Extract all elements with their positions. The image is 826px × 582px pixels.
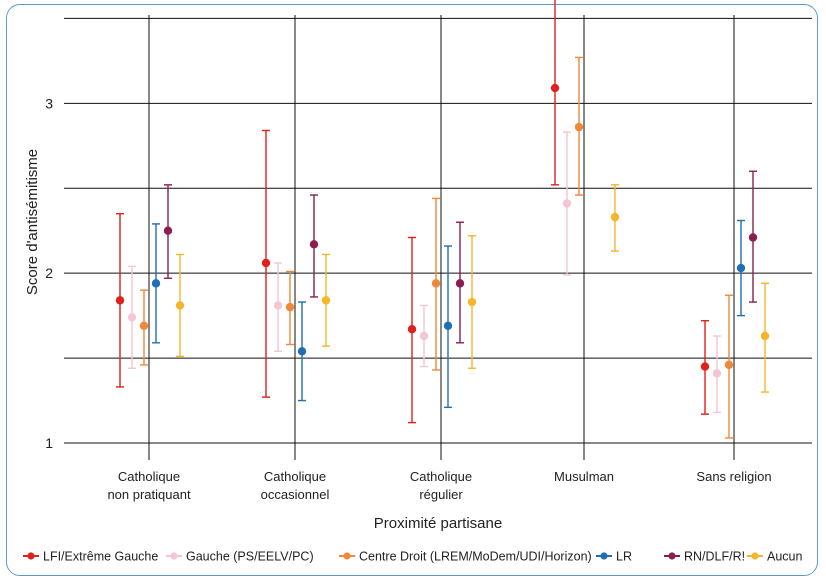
data-point [562, 199, 572, 208]
data-point [151, 279, 161, 288]
legend-item: Aucun [747, 550, 802, 564]
data-point-group [610, 184, 620, 252]
data-point [407, 325, 417, 334]
legend-item: RN/DLF/R! [664, 550, 745, 564]
x-axis-title: Proximité partisane [374, 515, 502, 532]
x-tick-label: Catholique [410, 469, 472, 484]
x-tick-label: Catholique [118, 469, 180, 484]
y-axis-title: Score d'antisémitisme [24, 149, 41, 295]
data-point [443, 321, 453, 331]
data-point [285, 302, 295, 312]
data-point-group [455, 221, 465, 344]
data-point-group [712, 335, 722, 414]
data-point-group [407, 236, 417, 424]
data-point-group [127, 265, 137, 369]
data-point-group [431, 197, 441, 371]
legend-label: LR [616, 550, 632, 564]
data-point-group [736, 219, 746, 317]
y-tick-label: 3 [45, 95, 53, 111]
data-point-group [273, 262, 283, 352]
data-point [748, 233, 758, 242]
data-point [115, 296, 125, 305]
data-point-group [760, 282, 770, 393]
data-point [175, 301, 185, 310]
data-point-group [151, 223, 161, 344]
x-tick-label: Catholique [264, 469, 326, 484]
legend-label: LFI/Extrême Gauche [43, 550, 158, 564]
data-point-group [700, 320, 710, 415]
data-point [261, 258, 271, 268]
data-point-group [175, 253, 185, 358]
data-point-group [261, 129, 271, 398]
legend-marker [170, 552, 178, 560]
x-tick-label: Sans religion [696, 469, 771, 484]
legend-marker [343, 552, 351, 560]
y-tick-label: 2 [45, 265, 53, 281]
data-point [760, 331, 770, 341]
legend-item: Gauche (PS/EELV/PC) [166, 550, 314, 564]
legend-item: LFI/Extrême Gauche [23, 550, 158, 564]
legend-marker [668, 552, 676, 560]
data-point [574, 122, 584, 132]
data-point-group [297, 301, 307, 402]
data-point [321, 296, 331, 305]
data-point-group [163, 184, 173, 279]
data-point [455, 279, 465, 288]
data-point-group [724, 294, 734, 439]
data-point [297, 347, 307, 356]
legend-marker [600, 552, 608, 560]
data-point-group [550, 0, 560, 186]
data-point-group [574, 56, 584, 196]
data-point [724, 360, 734, 370]
data-point [431, 279, 441, 288]
data-point-group [115, 213, 125, 388]
data-point [736, 263, 746, 273]
data-point [712, 369, 722, 378]
data-point [467, 297, 477, 307]
data-point [419, 331, 429, 341]
data-point [273, 301, 283, 310]
legend-marker [751, 552, 759, 560]
y-tick-label: 1 [45, 435, 53, 451]
data-point [309, 240, 319, 249]
data-point-group [467, 235, 477, 369]
x-tick-label: occasionnel [261, 487, 330, 502]
marks-layer [115, 0, 770, 439]
data-point-group [419, 304, 429, 368]
data-point-group [443, 245, 453, 409]
x-tick-label: Musulman [554, 469, 614, 484]
data-point-group [285, 270, 295, 346]
data-point-group [139, 289, 149, 366]
legend-label: Gauche (PS/EELV/PC) [186, 550, 314, 564]
data-point-group [748, 170, 758, 303]
data-point-group [321, 253, 331, 347]
grid-layer [64, 15, 812, 460]
legend-item: Centre Droit (LREM/MoDem/UDI/Horizon) [339, 550, 592, 564]
data-point-group [309, 194, 319, 298]
x-tick-label: non pratiquant [107, 487, 191, 502]
legend: LFI/Extrême Gauche Gauche (PS/EELV/PC) Cen… [23, 550, 802, 564]
legend-label: Aucun [767, 550, 802, 564]
data-point [127, 313, 137, 322]
legend-marker [27, 552, 35, 560]
legend-label: RN/DLF/R! [684, 550, 745, 564]
ticks-layer: 1 2 3 Catholique non pratiquant Catholique occ… [45, 95, 771, 502]
legend-label: Centre Droit (LREM/MoDem/UDI/Horizon) [359, 550, 592, 564]
x-tick-label: régulier [419, 487, 463, 502]
data-point [610, 212, 620, 222]
data-point [139, 321, 149, 331]
data-point [163, 226, 173, 235]
legend-item: LR [596, 550, 632, 564]
data-point-group [562, 131, 572, 276]
data-point [700, 362, 710, 371]
data-point [550, 83, 560, 93]
